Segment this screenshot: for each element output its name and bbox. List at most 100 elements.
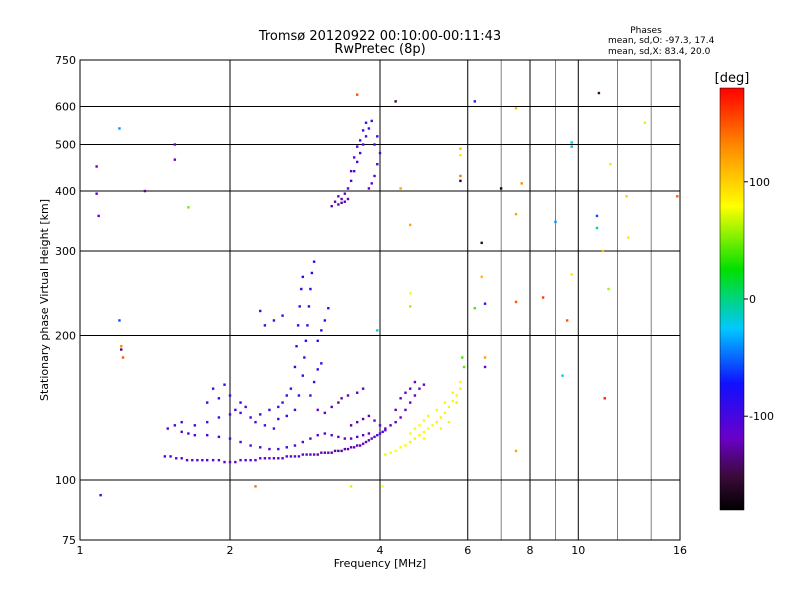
data-point <box>337 195 340 198</box>
data-point <box>370 437 373 440</box>
data-point <box>565 319 569 322</box>
data-point <box>297 455 301 458</box>
stats-o-line: mean, sd,O: -97.3, 17.4 <box>608 36 715 46</box>
data-point <box>431 424 434 427</box>
data-point <box>459 147 462 150</box>
data-point <box>333 449 337 453</box>
chart-title: Tromsø 20120922 00:10:00-00:11:43 <box>258 29 501 44</box>
data-point <box>330 451 333 454</box>
data-point <box>413 437 417 440</box>
data-point <box>459 154 462 157</box>
data-point <box>193 424 197 427</box>
colorbar-tick-label: 100 <box>749 176 770 189</box>
data-point <box>378 432 382 435</box>
data-point <box>399 397 402 400</box>
y-tick-label: 75 <box>62 534 76 547</box>
data-point <box>95 165 98 168</box>
data-point <box>381 430 384 434</box>
data-point <box>343 437 347 440</box>
data-point <box>427 414 430 418</box>
data-point <box>330 433 333 437</box>
data-point <box>244 458 247 462</box>
x-tick-label: 8 <box>527 544 534 557</box>
data-point <box>228 413 232 416</box>
data-point <box>304 339 308 343</box>
data-point <box>409 305 412 308</box>
data-point <box>268 457 271 460</box>
colorbar-tick-label: 0 <box>749 293 756 306</box>
data-point <box>355 444 359 447</box>
data-point <box>268 408 271 412</box>
data-point <box>409 432 412 435</box>
data-point <box>367 187 371 190</box>
data-point <box>451 391 455 394</box>
data-point <box>320 362 323 365</box>
data-point <box>259 413 262 416</box>
data-point <box>301 275 305 279</box>
data-point <box>175 457 178 460</box>
data-point <box>349 446 353 449</box>
data-point <box>228 394 232 397</box>
data-point <box>293 365 297 369</box>
data-point <box>143 189 147 193</box>
data-point <box>609 162 612 166</box>
data-point <box>316 408 319 412</box>
data-point <box>349 424 353 427</box>
data-point <box>346 394 350 397</box>
data-point <box>373 174 376 178</box>
data-point <box>373 143 376 146</box>
data-point <box>327 451 330 454</box>
data-point <box>364 135 368 138</box>
data-point <box>346 447 350 451</box>
data-point <box>394 449 397 453</box>
data-point <box>459 174 462 178</box>
data-point <box>300 287 303 291</box>
data-point <box>355 391 359 394</box>
data-point <box>121 356 125 359</box>
data-point <box>418 424 421 427</box>
data-point <box>409 292 412 295</box>
data-point <box>191 458 194 462</box>
data-point <box>327 307 330 310</box>
data-point <box>272 457 276 460</box>
data-point <box>422 383 426 386</box>
data-point <box>480 275 483 279</box>
data-point <box>455 401 458 404</box>
data-point <box>312 380 316 384</box>
data-point <box>409 223 412 227</box>
data-point <box>561 374 564 377</box>
data-point <box>373 419 376 422</box>
data-point <box>394 420 397 424</box>
data-point <box>473 100 477 103</box>
x-tick-labels: 1 2 4 6 8 10 16 <box>77 544 688 557</box>
data-point <box>254 458 257 462</box>
data-point <box>355 435 359 439</box>
data-point <box>193 433 197 437</box>
data-point <box>364 440 368 444</box>
data-point <box>323 451 327 454</box>
data-point <box>346 187 350 190</box>
data-point <box>358 444 362 447</box>
data-point <box>249 444 252 447</box>
data-point <box>259 446 262 449</box>
y-tick-label: 100 <box>55 474 76 487</box>
data-point <box>541 296 545 299</box>
data-point <box>459 387 462 390</box>
data-point <box>217 435 221 439</box>
data-point <box>285 455 288 458</box>
data-point <box>239 411 242 415</box>
data-point <box>427 427 430 430</box>
data-point <box>367 127 371 130</box>
data-point <box>228 437 232 440</box>
data-point <box>676 195 679 198</box>
data-point <box>340 197 343 201</box>
data-point <box>349 179 353 183</box>
data-point <box>352 156 356 159</box>
colorbar-tick-label: -100 <box>749 410 774 423</box>
data-points <box>95 91 679 497</box>
data-point <box>459 380 462 384</box>
data-point <box>268 447 271 451</box>
data-point <box>514 107 518 110</box>
data-point <box>603 397 606 400</box>
data-point <box>418 387 421 390</box>
